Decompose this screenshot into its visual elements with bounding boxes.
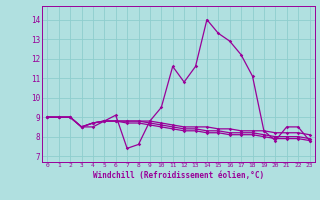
X-axis label: Windchill (Refroidissement éolien,°C): Windchill (Refroidissement éolien,°C)	[93, 171, 264, 180]
